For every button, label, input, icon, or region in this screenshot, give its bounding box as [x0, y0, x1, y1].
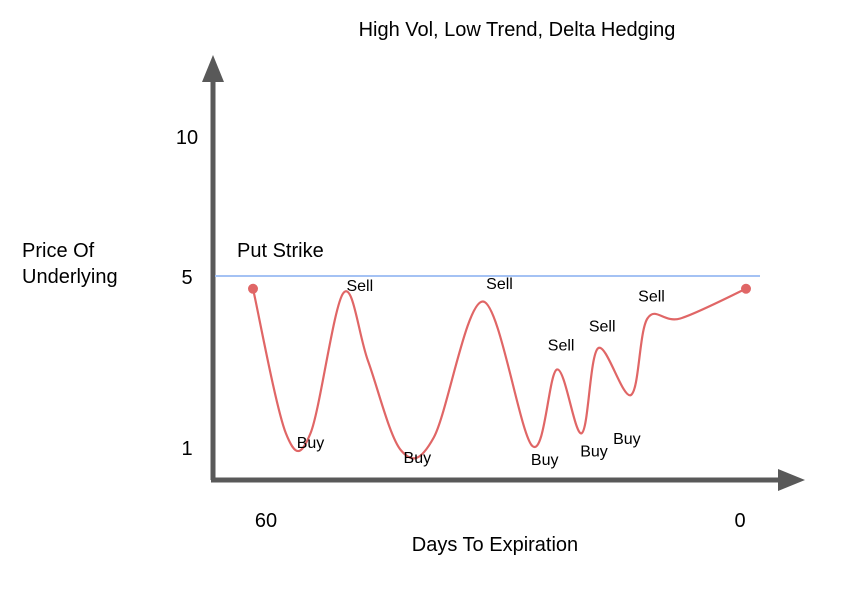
annotation-buy-2: Buy	[404, 450, 432, 467]
x-tick-label-60: 60	[255, 510, 277, 532]
annotation-sell-3: Sell	[486, 276, 513, 293]
annotation-buy-4: Buy	[531, 452, 559, 469]
series-end-point	[741, 283, 751, 294]
x-axis-arrowhead	[778, 469, 805, 491]
axes	[202, 55, 805, 491]
y-axis-label-line-1: Price Of	[22, 240, 95, 262]
series-start-point	[248, 283, 258, 294]
annotation-sell-1: Sell	[346, 278, 373, 295]
annotation-sell-7: Sell	[589, 318, 616, 335]
annotation-sell-9: Sell	[638, 289, 665, 306]
annotation-sell-5: Sell	[548, 337, 575, 354]
y-tick-label-10: 10	[176, 127, 198, 149]
price-series	[248, 283, 751, 460]
y-axis-label-line-2: Underlying	[22, 266, 118, 288]
annotations: Buy Sell Buy Sell Buy Sell Buy Sell Buy Sell	[297, 276, 665, 469]
y-tick-label-1: 1	[181, 438, 192, 460]
put-strike-label: Put Strike	[237, 240, 324, 262]
y-tick-label-5: 5	[181, 267, 192, 289]
series-line-0	[251, 287, 747, 460]
annotation-buy-6: Buy	[580, 444, 608, 461]
annotation-buy-8: Buy	[613, 431, 641, 448]
x-tick-label-0: 0	[734, 510, 745, 532]
x-axis-label: Days To Expiration	[412, 534, 578, 556]
y-axis-arrowhead	[202, 55, 224, 82]
annotation-buy-0: Buy	[297, 435, 325, 452]
chart-title: High Vol, Low Trend, Delta Hedging	[359, 19, 676, 41]
